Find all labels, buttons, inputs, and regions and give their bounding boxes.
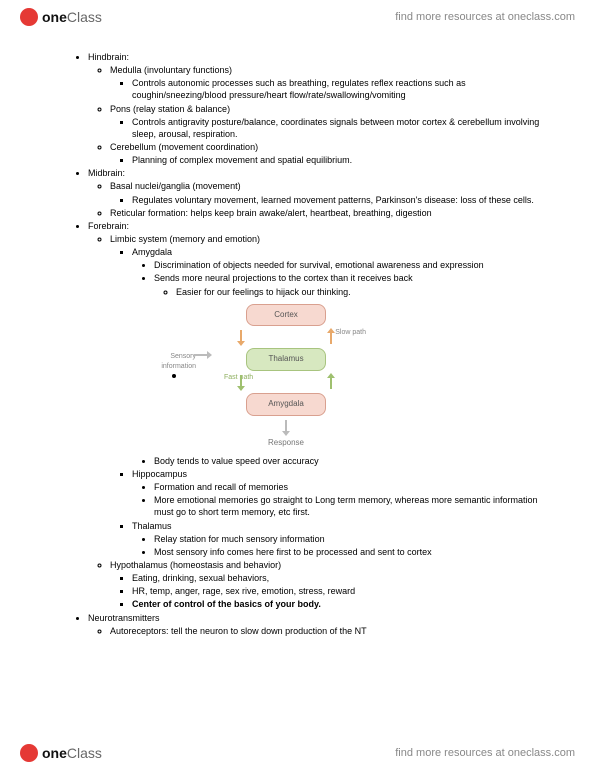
- basal-title: Basal nuclei/ganglia (movement): [110, 181, 241, 191]
- label-slow: Slow path: [335, 328, 366, 337]
- label-sensory: Sensory information: [146, 352, 196, 371]
- section-midbrain: Midbrain: Basal nuclei/ganglia (movement…: [88, 167, 555, 219]
- hindbrain-pons: Pons (relay station & balance) Controls …: [110, 103, 555, 140]
- node-thalamus: Thalamus: [246, 348, 326, 371]
- brand-part2: Class: [67, 9, 102, 25]
- brand-part1: one: [42, 9, 67, 25]
- label-fast: Fast path: [224, 373, 253, 382]
- thalamus-b2: Most sensory info comes here first to be…: [154, 546, 555, 558]
- hypothalamus-title: Hypothalamus (homeostasis and behavior): [110, 560, 281, 570]
- amygdala-b1: Discrimination of objects needed for sur…: [154, 259, 555, 271]
- limbic-title: Limbic system (memory and emotion): [110, 234, 260, 244]
- limbic-amygdala: Amygdala Discrimination of objects neede…: [132, 246, 555, 467]
- page-header: oneClass find more resources at oneclass…: [0, 0, 595, 34]
- document-body: Hindbrain: Medulla (involuntary function…: [70, 50, 555, 720]
- pons-b1: Controls antigravity posture/balance, co…: [132, 116, 555, 140]
- limbic-thalamus: Thalamus Relay station for much sensory …: [132, 520, 555, 558]
- arrow-row-1: Slow path: [206, 326, 366, 348]
- brand-logo-footer: oneClass: [20, 744, 102, 762]
- node-amygdala: Amygdala: [246, 393, 326, 416]
- hippocampus-b1: Formation and recall of memories: [154, 481, 555, 493]
- diagram-box: Cortex Slow path Sensory information T: [206, 304, 366, 449]
- node-cortex: Cortex: [246, 304, 326, 327]
- header-tagline: find more resources at oneclass.com: [395, 11, 575, 23]
- amygdala-title: Amygdala: [132, 247, 172, 257]
- page-footer: oneClass find more resources at oneclass…: [0, 736, 595, 770]
- hypothalamus-b2: HR, temp, anger, rage, sex rive, emotion…: [132, 585, 555, 597]
- medulla-title: Medulla (involuntary functions): [110, 65, 232, 75]
- arrow-row-2: Fast path: [206, 371, 366, 393]
- brand-part2-f: Class: [67, 745, 102, 761]
- pathway-diagram: Cortex Slow path Sensory information T: [172, 304, 555, 449]
- thalamus-title: Thalamus: [132, 521, 172, 531]
- logo-icon: [20, 744, 38, 762]
- cerebellum-title: Cerebellum (movement coordination): [110, 142, 258, 152]
- hindbrain-medulla: Medulla (involuntary functions) Controls…: [110, 64, 555, 101]
- brand-part1-f: one: [42, 745, 67, 761]
- arrow-down-icon: [240, 330, 242, 344]
- midbrain-basal: Basal nuclei/ganglia (movement) Regulate…: [110, 180, 555, 205]
- node-response: Response: [206, 438, 366, 449]
- neuro-title: Neurotransmitters: [88, 613, 160, 623]
- arrow-down-icon: [240, 375, 242, 389]
- section-hindbrain: Hindbrain: Medulla (involuntary function…: [88, 51, 555, 166]
- basal-b1: Regulates voluntary movement, learned mo…: [132, 194, 555, 206]
- forebrain-title: Forebrain:: [88, 221, 129, 231]
- cerebellum-b1: Planning of complex movement and spatial…: [132, 154, 555, 166]
- medulla-b1: Controls autonomic processes such as bre…: [132, 77, 555, 101]
- neuro-b1: Autoreceptors: tell the neuron to slow d…: [110, 625, 555, 637]
- hippocampus-title: Hippocampus: [132, 469, 187, 479]
- limbic-hippocampus: Hippocampus Formation and recall of memo…: [132, 468, 555, 519]
- forebrain-hypothalamus: Hypothalamus (homeostasis and behavior) …: [110, 559, 555, 611]
- midbrain-reticular: Reticular formation: helps keep brain aw…: [110, 207, 555, 219]
- brand-logo: oneClass: [20, 8, 102, 26]
- hindbrain-title: Hindbrain:: [88, 52, 129, 62]
- thalamus-b1: Relay station for much sensory informati…: [154, 533, 555, 545]
- section-neurotransmitters: Neurotransmitters Autoreceptors: tell th…: [88, 612, 555, 637]
- forebrain-limbic: Limbic system (memory and emotion) Amygd…: [110, 233, 555, 558]
- amygdala-b2-text: Sends more neural projections to the cor…: [154, 273, 413, 283]
- arrow-down-icon: [285, 420, 287, 434]
- hindbrain-cerebellum: Cerebellum (movement coordination) Plann…: [110, 141, 555, 166]
- amygdala-b3: Body tends to value speed over accuracy: [154, 455, 555, 467]
- amygdala-b2: Sends more neural projections to the cor…: [154, 272, 555, 297]
- arrow-right-icon: [194, 354, 210, 356]
- footer-tagline: find more resources at oneclass.com: [395, 747, 575, 759]
- logo-icon: [20, 8, 38, 26]
- hypothalamus-b1: Eating, drinking, sexual behaviors,: [132, 572, 555, 584]
- hippocampus-b2: More emotional memories go straight to L…: [154, 494, 555, 518]
- amygdala-b2a: Easier for our feelings to hijack our th…: [176, 286, 555, 298]
- midbrain-title: Midbrain:: [88, 168, 125, 178]
- hypothalamus-b3: Center of control of the basics of your …: [132, 598, 555, 610]
- arrow-up-icon: [330, 375, 332, 389]
- section-forebrain: Forebrain: Limbic system (memory and emo…: [88, 220, 555, 611]
- bullet-icon: [172, 374, 176, 378]
- pons-title: Pons (relay station & balance): [110, 104, 230, 114]
- arrow-up-icon: [330, 330, 332, 344]
